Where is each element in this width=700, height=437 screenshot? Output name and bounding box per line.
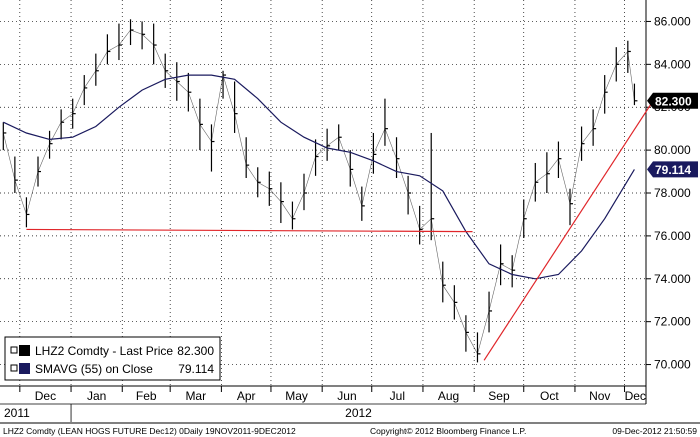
x-tick-label: Mar xyxy=(185,389,206,403)
last-price-badge-shape xyxy=(647,92,698,109)
legend-value: 79.114 xyxy=(178,362,214,376)
trendline xyxy=(483,96,657,361)
x-tick-label: Dec xyxy=(35,389,56,403)
legend-value: 82.300 xyxy=(177,344,214,358)
y-tick-label: 72.000 xyxy=(654,315,691,329)
trendline xyxy=(26,228,473,233)
legend-expander-icon xyxy=(10,346,18,354)
legend-expander-icon xyxy=(10,364,18,372)
legend-item-smavg: SMAVG (55) on Close 79.114 xyxy=(10,362,214,376)
y-tick-label: 78.000 xyxy=(654,186,691,200)
x-tick-label: Feb xyxy=(136,389,157,403)
price-close-line xyxy=(3,29,635,355)
y-tick-label: 80.000 xyxy=(654,143,691,157)
footer-right: 09-Dec-2012 21:50:59 xyxy=(612,426,697,436)
legend-swatch xyxy=(19,345,30,356)
footer-left: LHZ2 Comdty (LEAN HOGS FUTURE Dec12) 0Da… xyxy=(3,426,296,436)
sma-series-line xyxy=(3,74,635,280)
x-tick-label: Apr xyxy=(237,389,256,403)
year-label: 2012 xyxy=(345,406,372,420)
y-tick-label: 76.000 xyxy=(654,229,691,243)
y-tick-label: 86.000 xyxy=(654,14,691,28)
price-bars xyxy=(2,19,638,363)
y-tick-label: 74.000 xyxy=(654,272,691,286)
legend: LHZ2 Comdty - Last Price 82.300 SMAVG (5… xyxy=(4,336,221,381)
y-tick-label: 70.000 xyxy=(654,358,691,372)
year-label: 2011 xyxy=(4,406,30,420)
grid xyxy=(0,0,646,386)
legend-label: SMAVG (55) on Close xyxy=(35,362,153,376)
x-tick-label: Dec xyxy=(625,389,646,403)
footer-center: Copyright© 2012 Bloomberg Finance L.P. xyxy=(370,426,526,436)
last-price-badge: 82.300 xyxy=(647,92,698,109)
x-tick-label: Sep xyxy=(488,389,510,403)
y-tick-label: 84.000 xyxy=(654,57,691,71)
smavg-badge-value: 79.114 xyxy=(655,163,691,177)
last-price-badge-value: 82.300 xyxy=(655,94,692,108)
x-tick-label: Oct xyxy=(540,389,559,403)
x-tick-label: May xyxy=(285,389,308,403)
trendlines xyxy=(26,96,657,361)
legend-item-last-price: LHZ2 Comdty - Last Price 82.300 xyxy=(10,344,214,358)
x-tick-label: Jun xyxy=(337,389,356,403)
price-badges: 82.300 79.114 xyxy=(647,92,698,178)
x-tick-label: Jul xyxy=(390,389,405,403)
smavg-badge-shape xyxy=(647,161,698,178)
x-tick-label: Aug xyxy=(438,389,459,403)
sma-line xyxy=(3,74,635,280)
x-tick-label: Nov xyxy=(589,389,610,403)
legend-box xyxy=(4,336,221,381)
x-tick-label: Jan xyxy=(87,389,106,403)
footer: LHZ2 Comdty (LEAN HOGS FUTURE Dec12) 0Da… xyxy=(0,422,700,436)
legend-label: LHZ2 Comdty - Last Price xyxy=(35,344,173,358)
legend-swatch xyxy=(19,363,30,374)
smavg-badge: 79.114 xyxy=(647,161,698,178)
